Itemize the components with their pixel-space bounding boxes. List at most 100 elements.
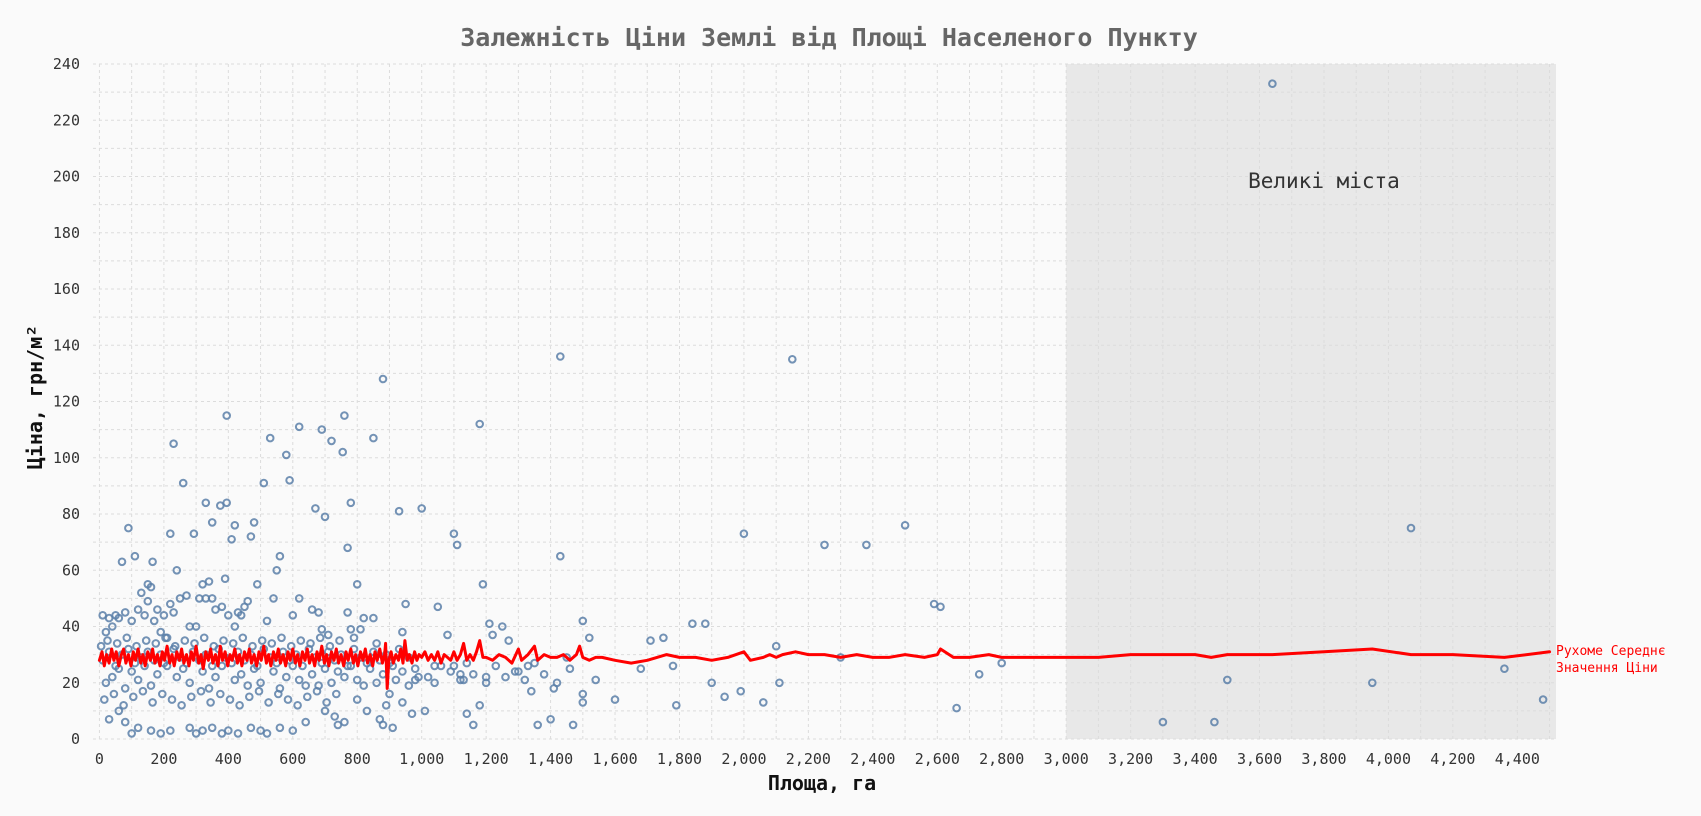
data-point bbox=[330, 712, 340, 721]
x-tick-label: 800 bbox=[344, 750, 371, 768]
data-point bbox=[178, 478, 188, 488]
x-axis-label: Площа, га bbox=[768, 771, 876, 795]
data-point bbox=[739, 529, 749, 539]
rolling-mean-line bbox=[97, 639, 1552, 690]
data-point bbox=[456, 675, 465, 685]
data-point bbox=[475, 419, 485, 429]
data-point bbox=[997, 658, 1007, 668]
data-point bbox=[591, 675, 601, 685]
data-point bbox=[578, 698, 588, 707]
data-point bbox=[469, 670, 478, 679]
data-point bbox=[233, 608, 243, 617]
x-tick-label: 1,600 bbox=[592, 750, 637, 768]
data-point bbox=[578, 616, 588, 626]
data-point bbox=[198, 580, 207, 589]
data-point bbox=[100, 695, 109, 704]
data-point bbox=[417, 504, 427, 513]
data-point bbox=[199, 633, 209, 643]
data-point bbox=[420, 706, 430, 716]
data-point bbox=[736, 686, 746, 696]
data-point bbox=[137, 588, 146, 598]
data-point bbox=[610, 695, 620, 704]
grid-lines bbox=[93, 63, 1556, 740]
y-axis-label: Ціна, грн/м² bbox=[23, 325, 47, 470]
data-point bbox=[122, 633, 132, 643]
data-point bbox=[556, 551, 565, 561]
data-point bbox=[146, 726, 156, 735]
data-point bbox=[294, 675, 304, 685]
data-point bbox=[236, 670, 246, 679]
data-point bbox=[936, 602, 945, 612]
data-point bbox=[187, 692, 196, 702]
data-point bbox=[335, 636, 344, 645]
data-point bbox=[688, 619, 697, 629]
data-point bbox=[272, 566, 282, 575]
x-tick-label: 2,400 bbox=[850, 750, 895, 768]
data-point bbox=[462, 709, 472, 719]
data-point bbox=[141, 636, 151, 645]
data-point bbox=[138, 686, 148, 696]
x-tick-label: 400 bbox=[215, 750, 242, 768]
x-tick-label: 3,000 bbox=[1044, 750, 1089, 768]
data-point bbox=[283, 695, 293, 704]
data-point bbox=[317, 625, 327, 634]
data-point bbox=[585, 633, 594, 643]
data-point bbox=[378, 374, 388, 384]
data-point bbox=[262, 729, 272, 738]
data-point bbox=[346, 625, 356, 634]
data-point bbox=[294, 422, 304, 432]
data-point bbox=[248, 641, 257, 651]
data-point bbox=[317, 425, 327, 434]
data-point bbox=[430, 678, 439, 688]
y-tick-label: 20 bbox=[62, 674, 80, 692]
x-tick-label: 3,400 bbox=[1173, 750, 1218, 768]
data-point bbox=[277, 633, 286, 643]
data-point bbox=[162, 661, 172, 671]
y-tick-label: 100 bbox=[53, 449, 80, 467]
data-point bbox=[156, 729, 165, 738]
data-point bbox=[1500, 664, 1509, 674]
data-point bbox=[201, 498, 211, 508]
data-point bbox=[423, 672, 433, 682]
data-point bbox=[352, 675, 362, 685]
data-point bbox=[267, 639, 277, 648]
data-point bbox=[311, 504, 320, 513]
data-point bbox=[385, 689, 394, 699]
data-point bbox=[333, 720, 343, 730]
data-point bbox=[175, 594, 185, 603]
y-tick-label: 0 bbox=[71, 730, 80, 748]
data-point bbox=[398, 627, 407, 637]
data-point bbox=[343, 608, 352, 617]
data-point bbox=[788, 355, 797, 364]
data-point bbox=[153, 670, 162, 679]
data-point bbox=[166, 529, 175, 539]
data-point bbox=[320, 706, 330, 716]
data-point bbox=[166, 599, 175, 609]
rolling-mean-legend-line-2: Значення Ціни bbox=[1556, 661, 1658, 676]
data-point bbox=[410, 675, 420, 685]
data-point bbox=[352, 695, 362, 704]
data-point bbox=[159, 611, 169, 620]
data-point bbox=[565, 664, 575, 674]
data-point bbox=[340, 411, 349, 420]
data-point bbox=[127, 616, 136, 626]
data-point bbox=[322, 698, 331, 707]
x-tick-label: 4,200 bbox=[1430, 750, 1475, 768]
data-point bbox=[246, 532, 256, 541]
data-point bbox=[510, 667, 520, 676]
data-point bbox=[433, 602, 443, 612]
data-point bbox=[539, 670, 549, 679]
data-point bbox=[120, 608, 130, 617]
data-point bbox=[224, 611, 233, 620]
data-point bbox=[478, 580, 488, 589]
data-point bbox=[325, 641, 335, 651]
data-point bbox=[491, 661, 501, 671]
data-point bbox=[530, 658, 539, 668]
data-point bbox=[161, 633, 170, 643]
data-point bbox=[224, 726, 233, 735]
y-tick-label: 220 bbox=[53, 111, 80, 129]
data-point bbox=[372, 678, 381, 688]
data-point bbox=[245, 692, 254, 702]
data-point bbox=[288, 611, 298, 620]
